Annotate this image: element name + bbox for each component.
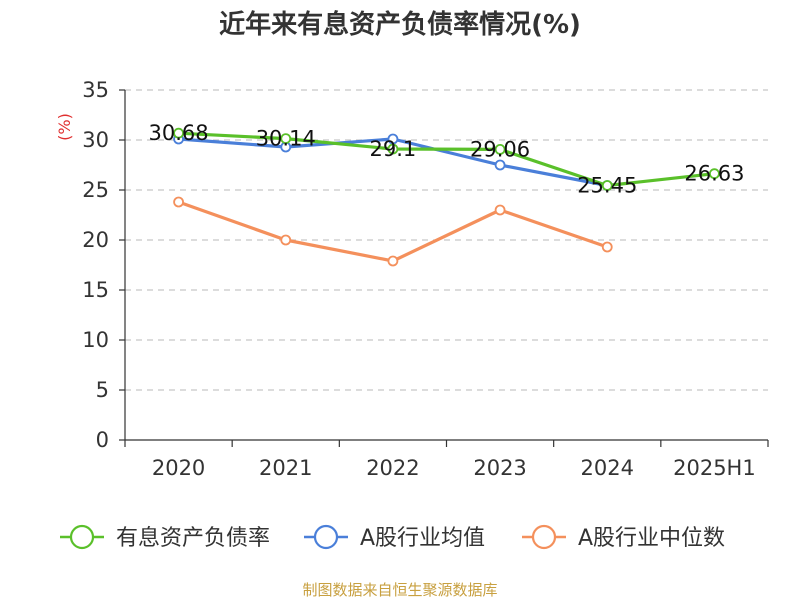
data-label: 29.06 bbox=[470, 137, 530, 161]
y-tick-label: 25 bbox=[82, 178, 109, 202]
data-point bbox=[494, 204, 506, 216]
x-tick-label: 2025H1 bbox=[673, 456, 756, 480]
data-point bbox=[601, 180, 613, 191]
data-point bbox=[387, 255, 399, 267]
legend: 有息资产负债率 A股行业均值 A股行业中位数 bbox=[60, 524, 725, 551]
chart-title: 近年来有息资产负债率情况(%) bbox=[219, 9, 581, 40]
axes: 0 5 10 15 20 25 30 35 2020 2021 2022 2023 2024 2025H1 bbox=[82, 78, 769, 480]
legend-label: A股行业均值 bbox=[360, 526, 485, 551]
series-lines bbox=[173, 127, 720, 267]
x-tick-label: 2020 bbox=[152, 456, 205, 480]
data-point bbox=[280, 234, 292, 246]
x-tick-label: 2021 bbox=[259, 456, 312, 480]
legend-label: 有息资产负债率 bbox=[116, 526, 270, 551]
legend-circle-marker bbox=[313, 524, 339, 550]
source-note: 制图数据来自恒生聚源数据库 bbox=[302, 581, 497, 599]
data-point bbox=[387, 143, 399, 155]
y-tick-label: 20 bbox=[82, 228, 109, 252]
data-label: 30.68 bbox=[149, 121, 209, 145]
data-point bbox=[173, 196, 184, 208]
x-tick-label: 2022 bbox=[366, 456, 419, 480]
x-tick-label: 2024 bbox=[581, 456, 634, 480]
y-tick-label: 15 bbox=[82, 278, 109, 302]
data-point bbox=[494, 159, 506, 171]
y-tick-label: 5 bbox=[96, 378, 109, 402]
grid-lines bbox=[125, 89, 768, 391]
y-tick-label: 10 bbox=[82, 328, 109, 352]
series-line bbox=[178, 200, 608, 263]
data-labels: 30.68 30.14 29.1 29.06 25.45 26.63 bbox=[149, 121, 745, 197]
data-label: 26.63 bbox=[684, 162, 744, 186]
legend-circle-marker bbox=[69, 524, 95, 550]
data-point bbox=[173, 127, 184, 139]
data-label: 29.1 bbox=[370, 137, 417, 161]
y-tick-label: 30 bbox=[82, 128, 109, 152]
data-label: 25.45 bbox=[577, 174, 637, 198]
x-tick-label: 2023 bbox=[473, 456, 526, 480]
data-point bbox=[709, 168, 720, 180]
data-point bbox=[494, 143, 506, 155]
y-tick-label: 0 bbox=[96, 428, 109, 452]
data-point bbox=[387, 133, 399, 145]
y-axis-unit-label: (%) bbox=[55, 113, 74, 141]
y-tick-label: 35 bbox=[82, 78, 109, 102]
series-line bbox=[178, 131, 715, 188]
data-label: 30.14 bbox=[256, 127, 316, 151]
data-point bbox=[280, 133, 292, 145]
legend-circle-marker bbox=[531, 524, 557, 550]
data-point bbox=[601, 241, 613, 253]
legend-label: A股行业中位数 bbox=[578, 526, 725, 551]
